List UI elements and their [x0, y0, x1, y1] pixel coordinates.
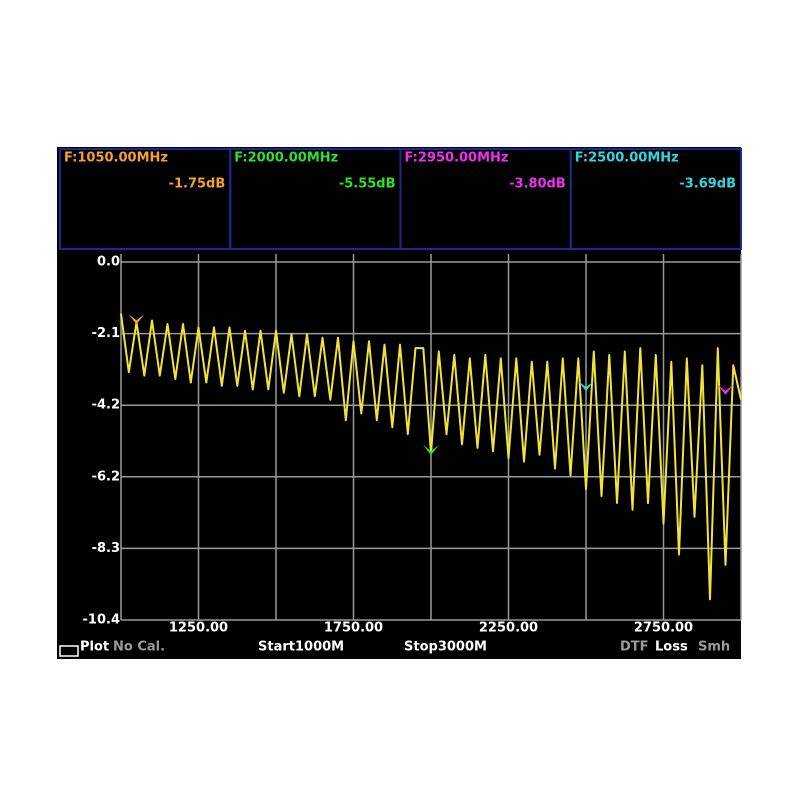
x-tick-label: 1750.00: [324, 621, 383, 636]
marker-frequency: F:1050.00MHz: [64, 151, 168, 166]
y-tick-label: -10.4: [83, 613, 120, 628]
marker-value: -5.55dB: [339, 177, 396, 192]
x-tick-label: 2250.00: [479, 621, 538, 636]
status-item: No Cal.: [113, 640, 165, 655]
marker-point: [423, 445, 439, 456]
y-tick-label: -8.3: [92, 541, 120, 556]
y-tick-label: 0.0: [97, 255, 120, 270]
marker-point: [717, 384, 734, 395]
status-item: Loss: [655, 640, 688, 655]
marker-value: -3.69dB: [679, 177, 736, 192]
status-item: Stop3000M: [404, 640, 487, 655]
y-tick-label: -4.2: [92, 398, 120, 413]
marker-box: [569, 148, 742, 250]
marker-value: -3.80dB: [509, 177, 566, 192]
marker-frequency: F:2000.00MHz: [234, 151, 338, 166]
marker-frequency: F:2950.00MHz: [405, 151, 509, 166]
marker-point: [128, 314, 145, 325]
y-tick-label: -6.2: [92, 469, 120, 484]
status-item: Smh: [698, 640, 730, 655]
x-tick-label: 2750.00: [634, 621, 693, 636]
status-item: Plot: [80, 640, 109, 655]
status-item: DTF: [620, 640, 649, 655]
y-tick-label: -2.1: [92, 326, 120, 341]
battery-icon: [59, 645, 79, 657]
marker-value: -1.75dB: [169, 177, 226, 192]
marker-point: [578, 381, 594, 392]
status-item: Start1000M: [258, 640, 344, 655]
x-tick-label: 1250.00: [169, 621, 228, 636]
marker-frequency: F:2500.00MHz: [575, 151, 679, 166]
